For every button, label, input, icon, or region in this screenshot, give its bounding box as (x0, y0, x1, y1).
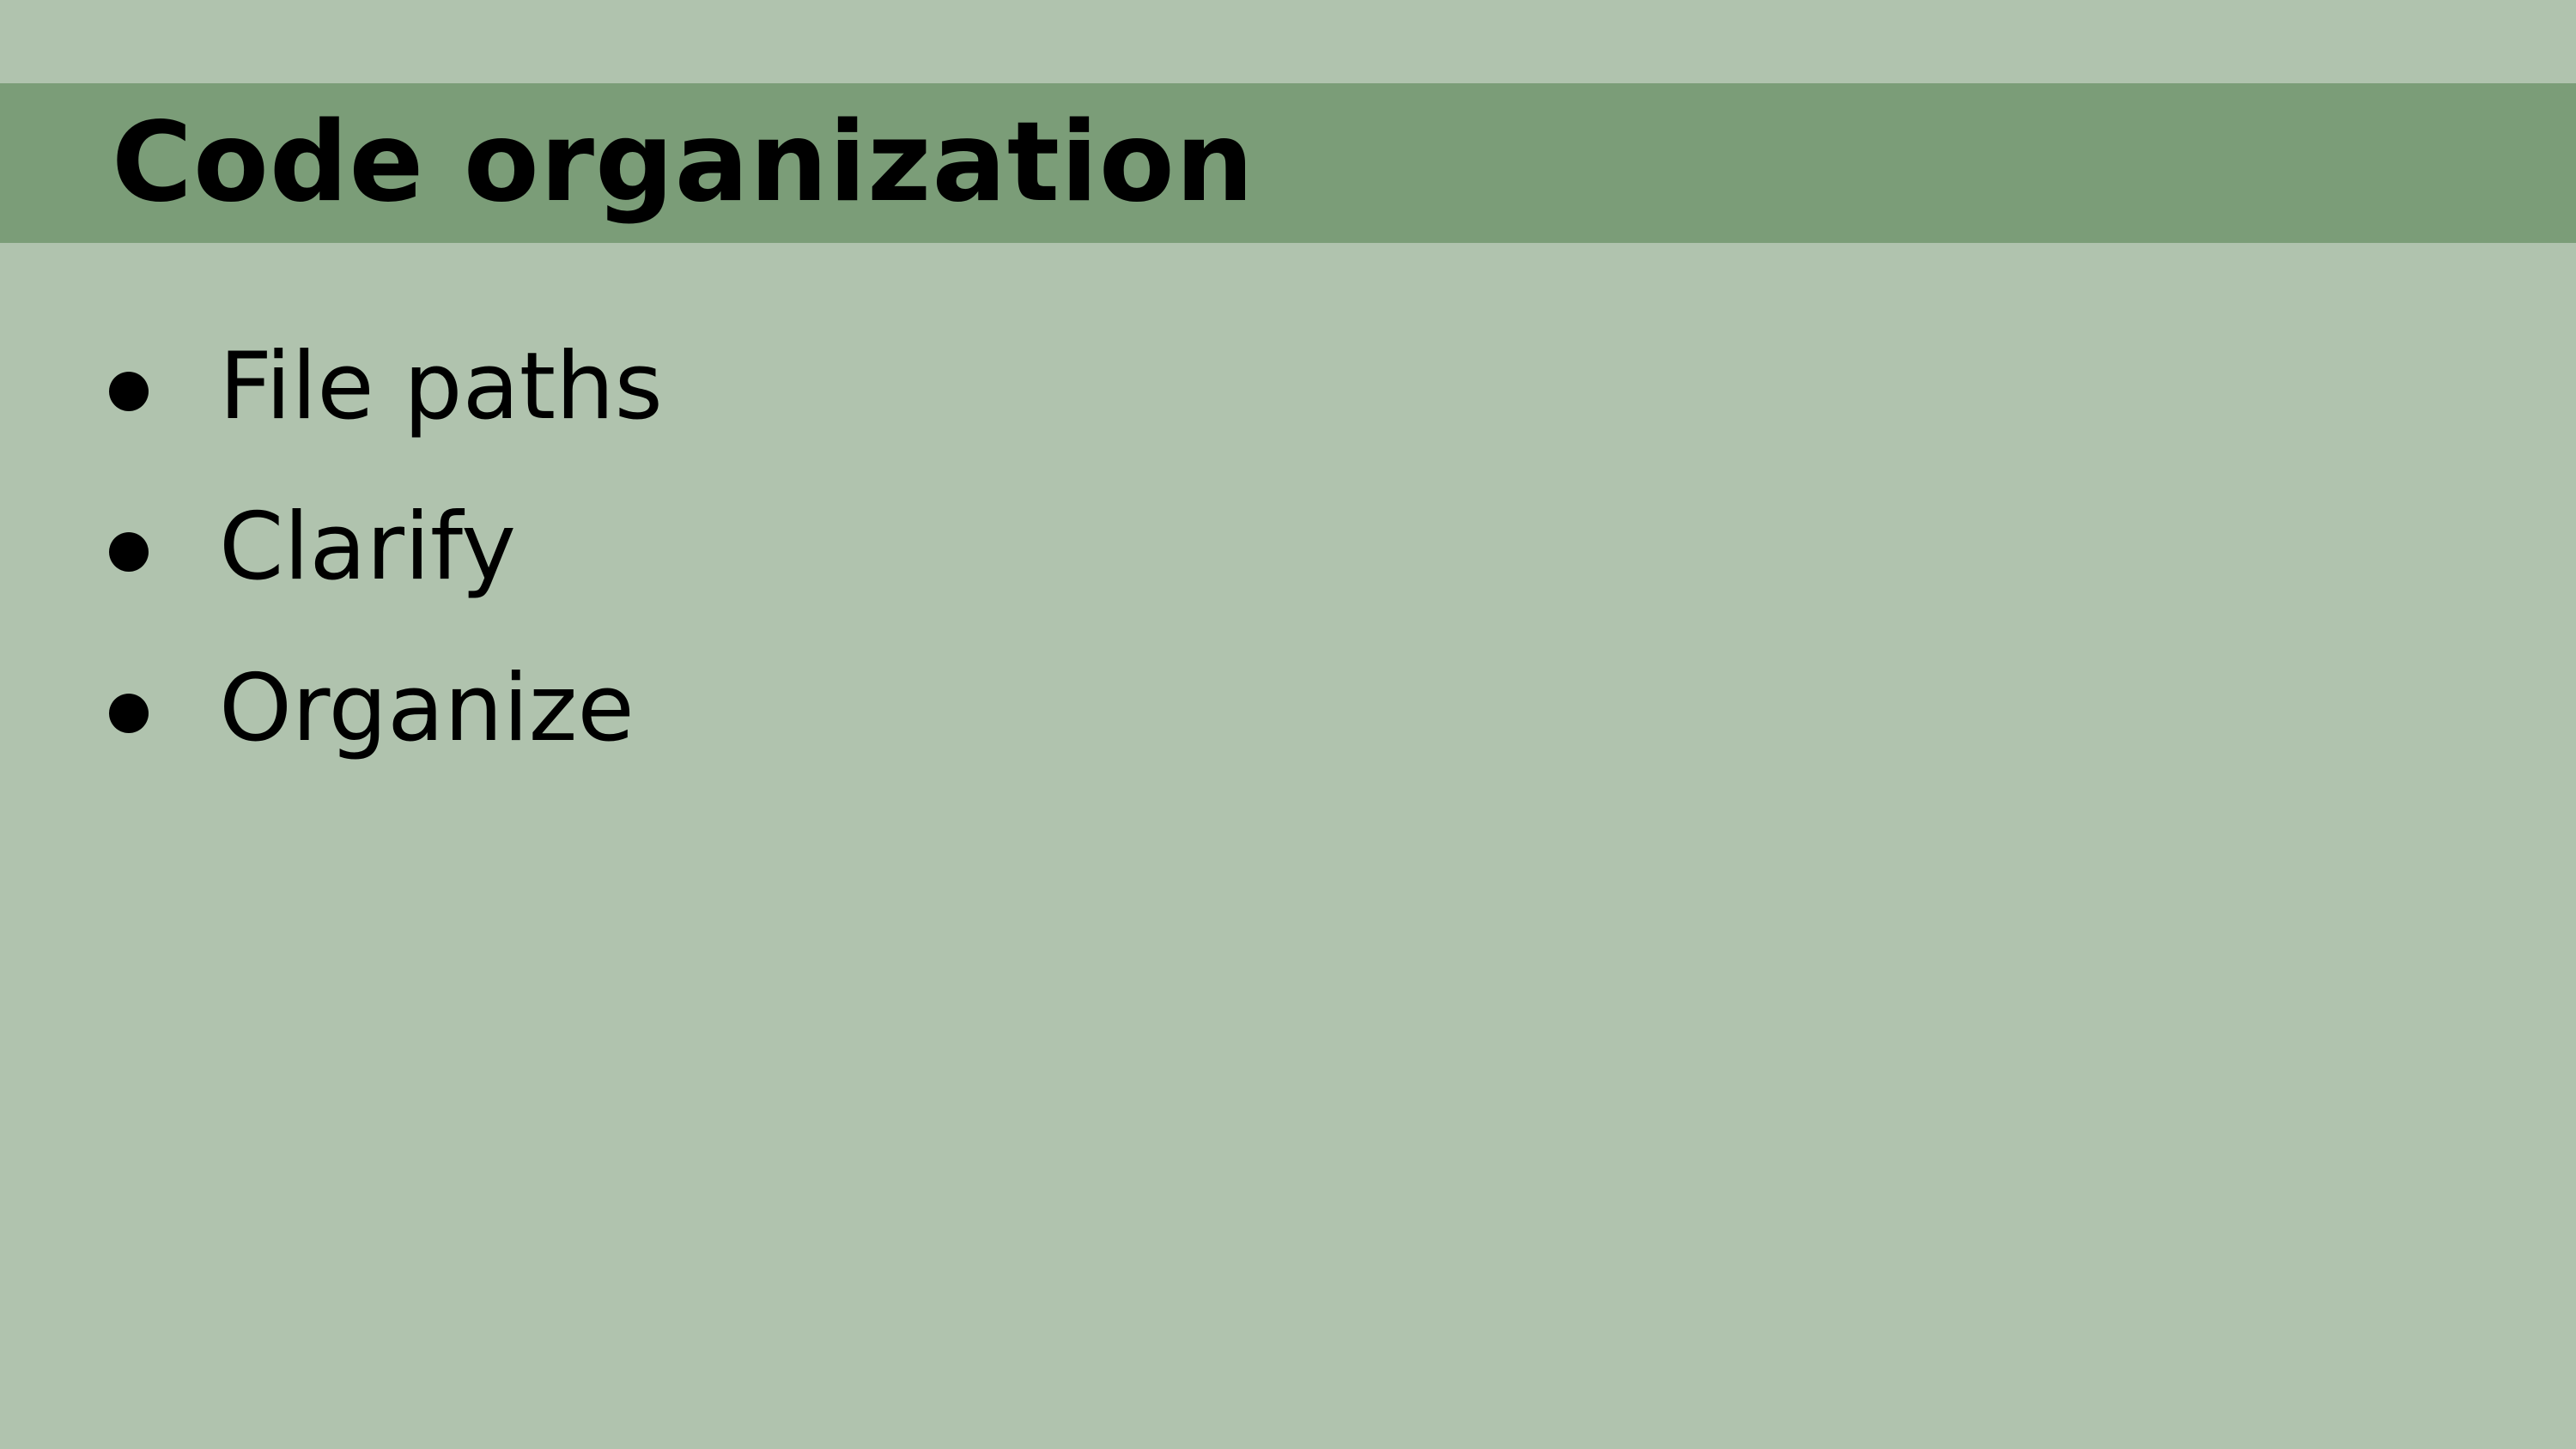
bullet-dot-icon (109, 694, 149, 733)
bullet-label: Clarify (219, 494, 517, 601)
bullet-item-file-paths: File paths (0, 323, 1030, 452)
bullet-label: File paths (219, 333, 663, 440)
bullet-dot-icon (109, 532, 149, 572)
bullet-label: Organize (219, 655, 635, 762)
bullet-item-organize: Organize (0, 645, 1030, 773)
bullet-dot-icon (109, 372, 149, 411)
bullet-item-clarify: Clarify (0, 483, 1030, 612)
slide-title: Code organization (112, 99, 1255, 227)
title-band: Code organization (0, 83, 2576, 243)
